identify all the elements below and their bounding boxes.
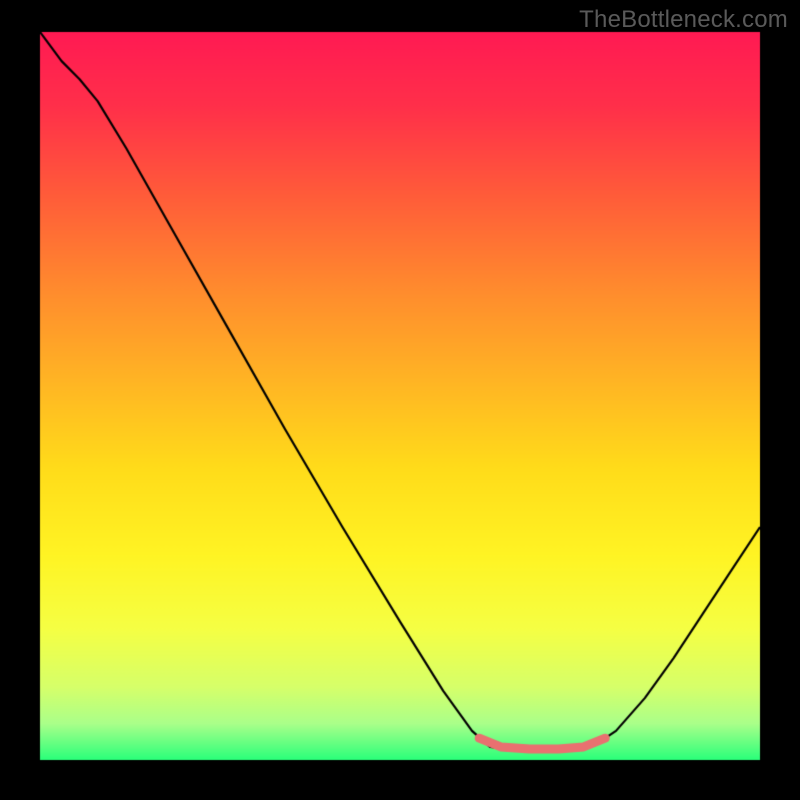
- watermark-text: TheBottleneck.com: [579, 6, 788, 34]
- bottleneck-gradient-chart: [0, 0, 800, 800]
- chart-stage: TheBottleneck.com: [0, 0, 800, 800]
